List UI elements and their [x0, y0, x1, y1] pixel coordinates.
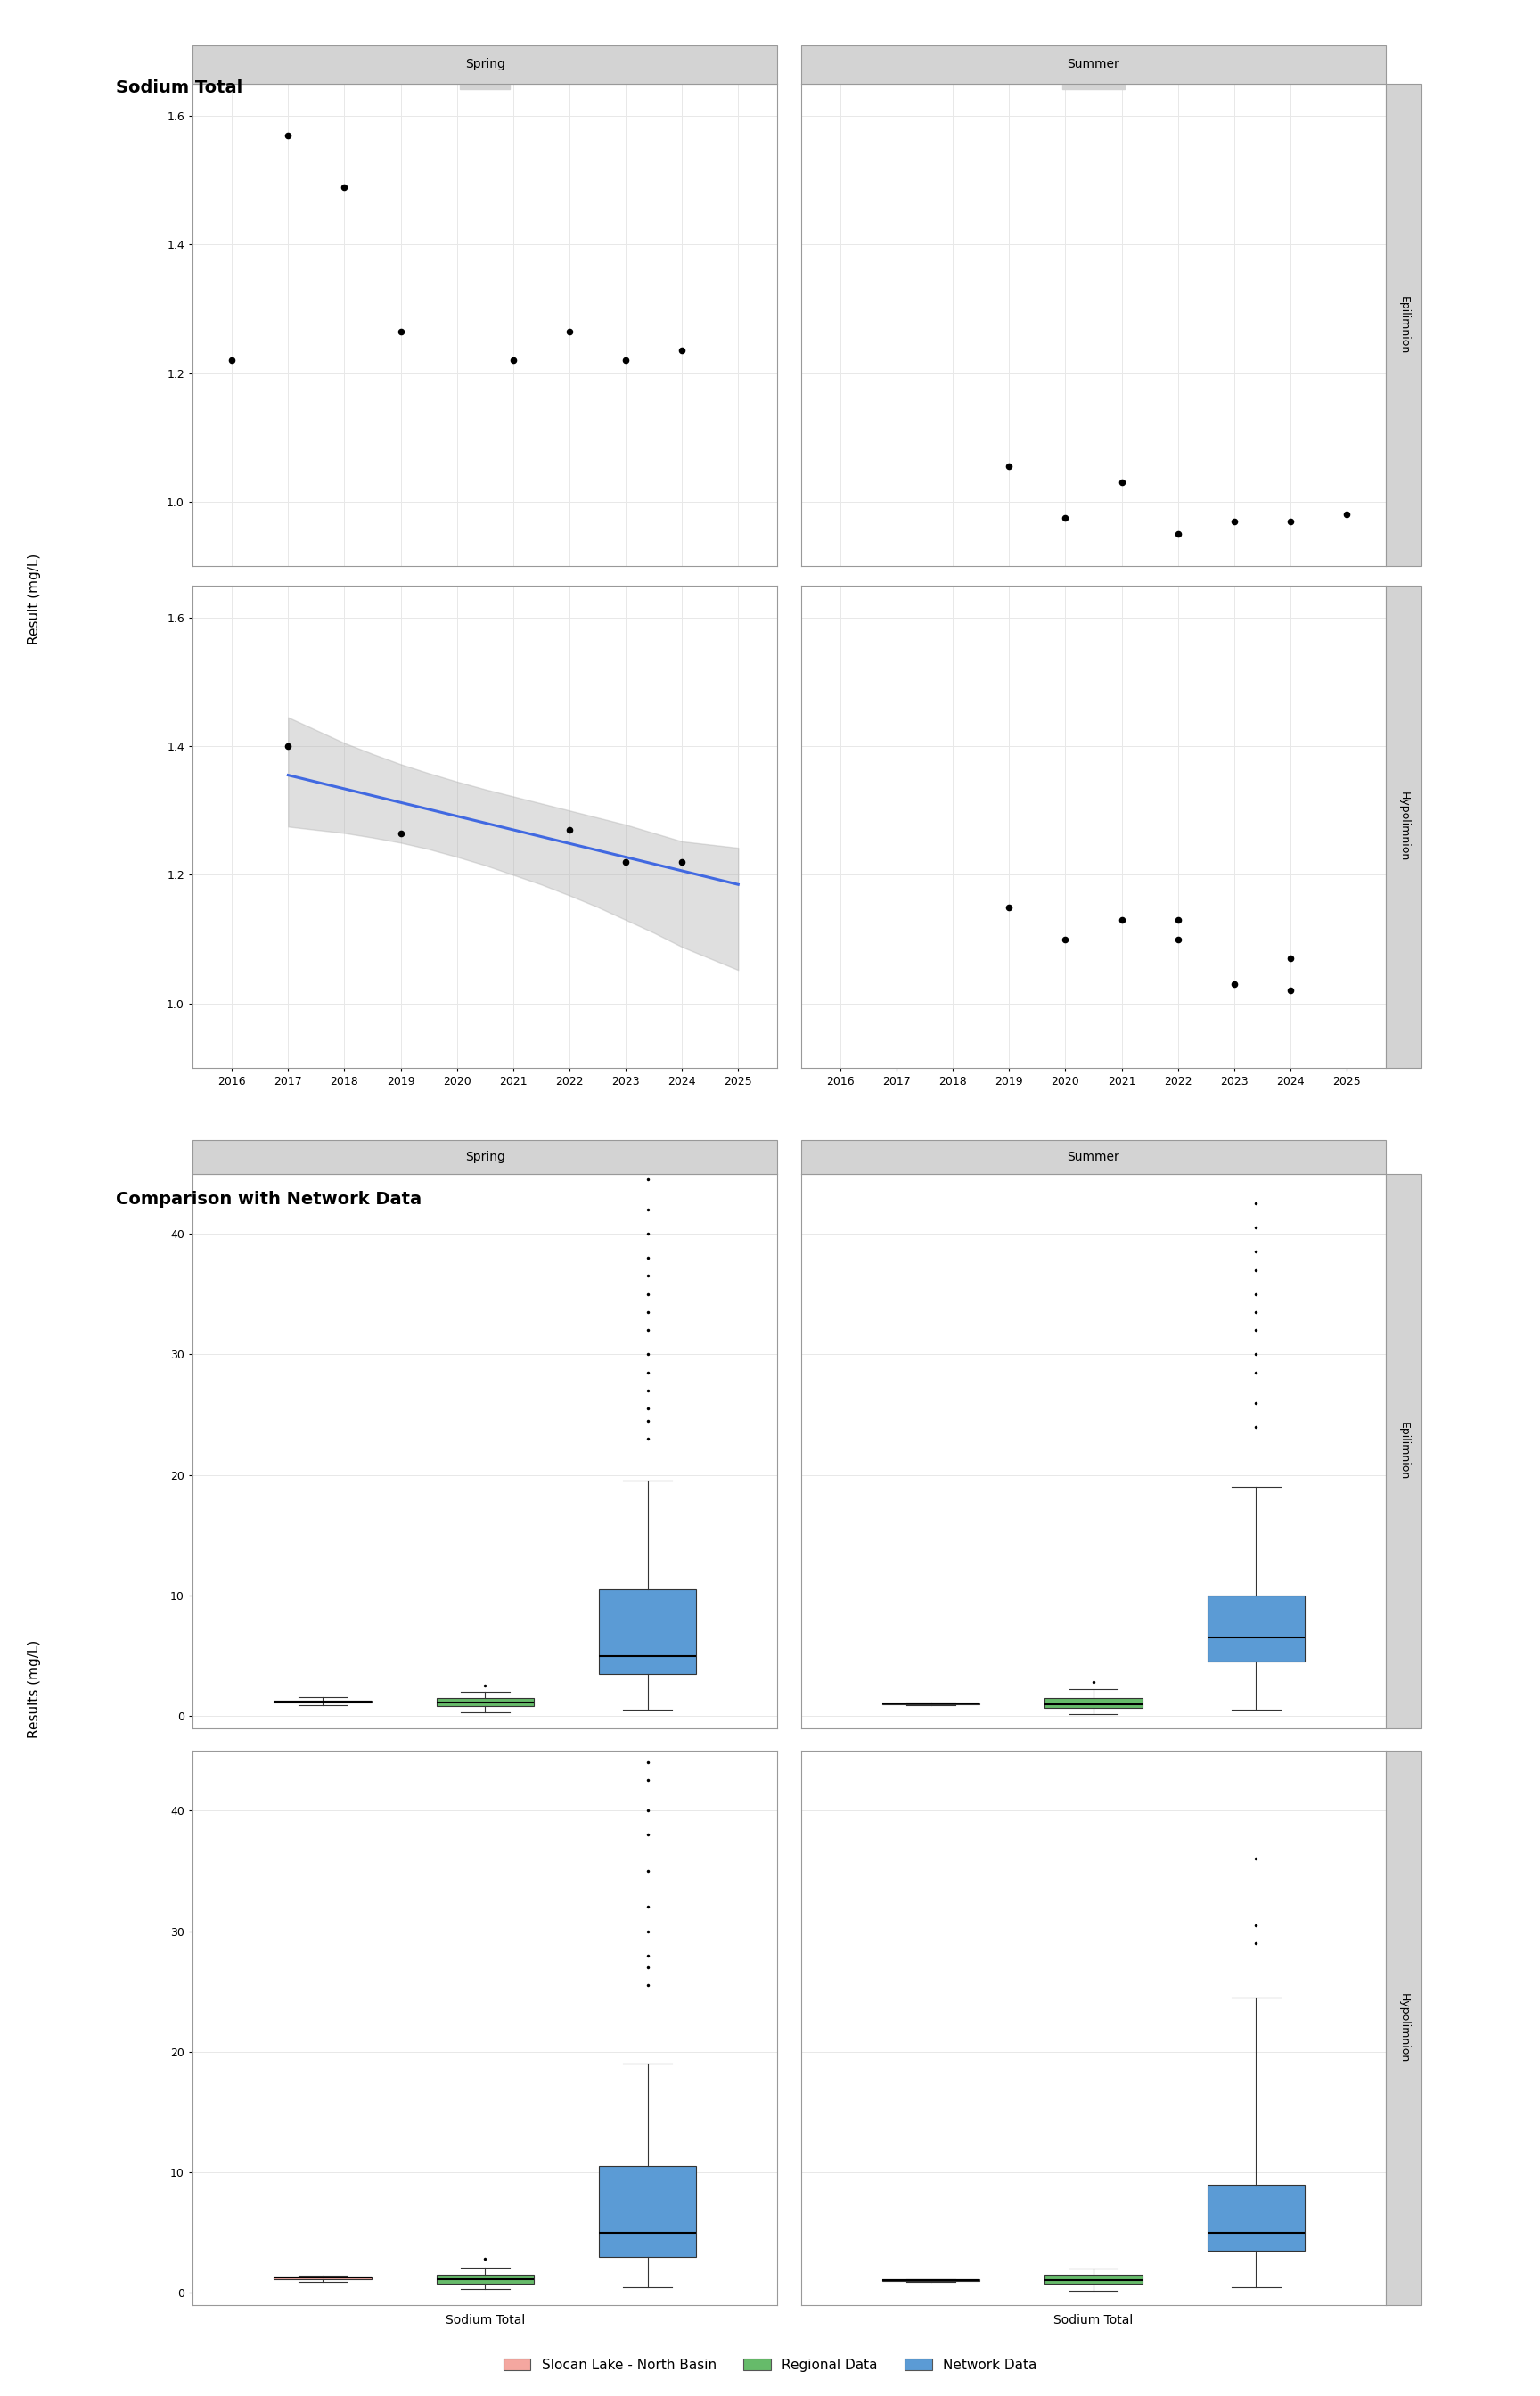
Point — [276, 726, 300, 764]
Text: Result (mg/L): Result (mg/L) — [28, 553, 40, 645]
Legend: Slocan Lake - North Basin, Regional Data, Network Data: Slocan Lake - North Basin, Regional Data… — [497, 2353, 1043, 2377]
Point — [1278, 970, 1303, 1009]
Point — [1053, 498, 1078, 537]
Text: Sodium Total: Sodium Total — [116, 79, 242, 96]
PathPatch shape — [1207, 1596, 1304, 1663]
Point — [1109, 901, 1133, 939]
X-axis label: Sodium Total: Sodium Total — [445, 2315, 525, 2327]
PathPatch shape — [436, 1699, 534, 1706]
Point — [1166, 901, 1190, 939]
PathPatch shape — [599, 2166, 696, 2257]
Point — [220, 340, 245, 379]
Point — [388, 815, 413, 853]
Bar — [1386, 585, 1421, 1069]
Point — [1166, 920, 1190, 958]
X-axis label: Sodium Total: Sodium Total — [1053, 2315, 1133, 2327]
Text: Hypolimnion: Hypolimnion — [1398, 791, 1409, 863]
PathPatch shape — [599, 1589, 696, 1675]
PathPatch shape — [1044, 1699, 1143, 1708]
Point — [276, 115, 300, 153]
Bar — [1386, 1174, 1421, 1728]
Bar — [801, 46, 1386, 84]
Point — [557, 810, 582, 848]
Text: Spring: Spring — [465, 1150, 505, 1162]
Point — [670, 843, 695, 882]
PathPatch shape — [1207, 2185, 1304, 2250]
Bar — [1386, 84, 1421, 565]
Text: Epilimnion: Epilimnion — [1398, 1421, 1409, 1481]
Text: Hypolimnion: Hypolimnion — [1398, 1993, 1409, 2063]
Text: Comparison with Network Data: Comparison with Network Data — [116, 1191, 422, 1208]
Point — [388, 311, 413, 350]
Point — [996, 448, 1021, 486]
Bar — [801, 1140, 1386, 1174]
Point — [996, 889, 1021, 927]
Point — [670, 331, 695, 369]
Point — [1109, 462, 1133, 501]
Point — [1221, 966, 1246, 1004]
Bar — [192, 46, 778, 84]
Title: Summer: Summer — [1067, 72, 1120, 84]
Bar — [192, 1140, 778, 1174]
Point — [613, 843, 638, 882]
Text: Spring: Spring — [465, 58, 505, 72]
Point — [501, 340, 525, 379]
Point — [1221, 503, 1246, 541]
Bar — [1386, 1751, 1421, 2305]
Point — [1334, 496, 1358, 534]
Text: Results (mg/L): Results (mg/L) — [28, 1639, 40, 1739]
Point — [333, 168, 357, 206]
PathPatch shape — [274, 2276, 371, 2279]
Point — [1166, 515, 1190, 553]
Point — [613, 340, 638, 379]
Point — [557, 311, 582, 350]
Point — [1053, 920, 1078, 958]
Text: Summer: Summer — [1067, 58, 1120, 72]
Title: Spring: Spring — [465, 72, 505, 84]
PathPatch shape — [1044, 2274, 1143, 2283]
Text: Summer: Summer — [1067, 1150, 1120, 1162]
PathPatch shape — [436, 2274, 534, 2283]
Text: Epilimnion: Epilimnion — [1398, 297, 1409, 355]
Point — [1278, 503, 1303, 541]
Point — [1278, 939, 1303, 978]
